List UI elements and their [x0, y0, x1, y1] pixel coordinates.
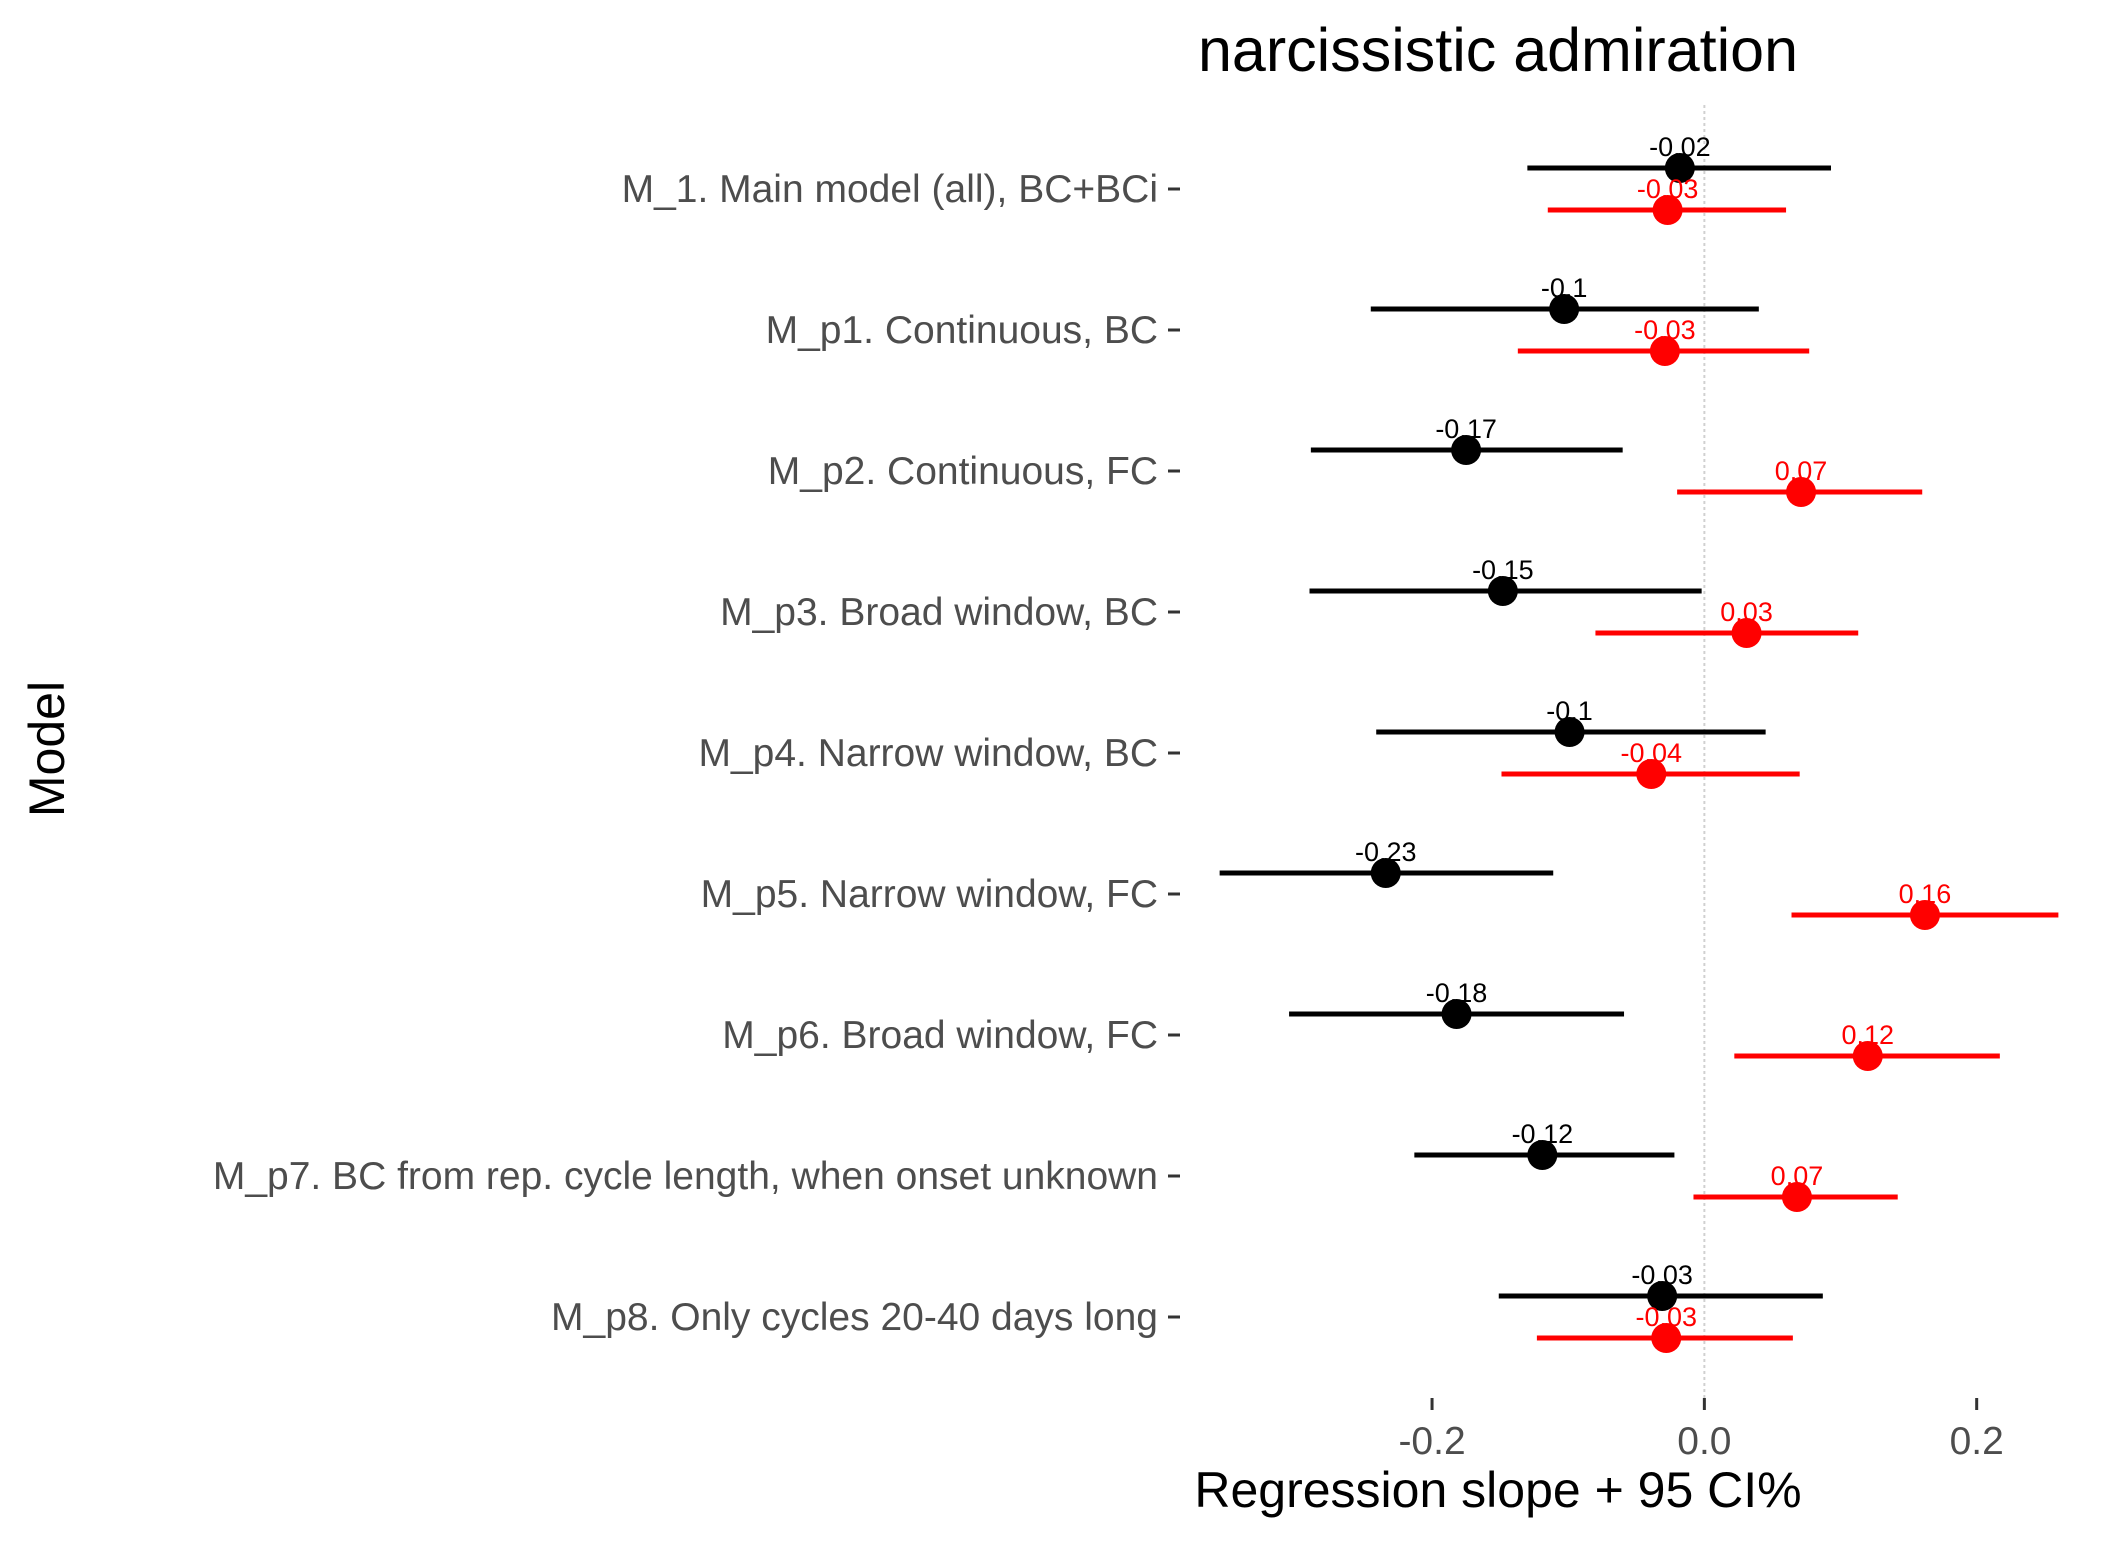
x-tick-label: 0.2: [1950, 1420, 2004, 1463]
x-tick-label: -0.2: [1398, 1420, 1465, 1463]
estimate-point: [1909, 900, 1940, 930]
estimate-label: -0.04: [1620, 738, 1682, 768]
x-tick-label: 0.0: [1677, 1420, 1731, 1463]
estimate-label: -0.17: [1435, 414, 1497, 444]
estimate-point: [1731, 618, 1762, 648]
y-tick-label: M_p1. Continuous, BC: [766, 309, 1158, 352]
estimate-label: -0.12: [1512, 1119, 1574, 1149]
estimate-label: -0.1: [1541, 273, 1588, 303]
estimate-point: [1647, 1281, 1678, 1311]
estimate-point: [1441, 999, 1472, 1029]
estimate-point: [1651, 1323, 1682, 1353]
estimate-label: 0.07: [1775, 456, 1828, 486]
category-axis: M_1. Main model (all), BC+BCi M_p1. Conti…: [213, 168, 1180, 1339]
estimate-point: [1370, 858, 1401, 888]
estimate-point: [1636, 759, 1667, 789]
estimate-point: [1852, 1041, 1883, 1071]
estimate-label: 0.16: [1899, 879, 1952, 909]
estimate-label: 0.07: [1771, 1161, 1824, 1191]
y-tick-label: M_p4. Narrow window, BC: [698, 732, 1158, 775]
estimate-label: 0.12: [1841, 1020, 1894, 1050]
estimate-point: [1527, 1140, 1558, 1170]
y-tick-label: M_p8. Only cycles 20-40 days long: [551, 1296, 1158, 1339]
x-axis: -0.2 0.0 0.2: [1398, 1398, 2004, 1463]
y-tick-label: M_1. Main model (all), BC+BCi: [622, 168, 1158, 211]
estimate-point: [1451, 435, 1482, 465]
point-label-layer: -0.02 -0.1 -0.17 -0.15 -0.1 -0.23 -0.18 -0.12 -0…: [1355, 132, 1951, 1332]
estimate-point: [1554, 717, 1585, 747]
estimate-point: [1786, 477, 1817, 507]
y-tick-label: M_p7. BC from rep. cycle length, when on…: [213, 1155, 1158, 1198]
chart-title: narcissistic admiration: [1198, 16, 1798, 84]
y-tick-label: M_p3. Broad window, BC: [720, 591, 1158, 634]
estimate-label: 0.03: [1720, 597, 1773, 627]
estimate-point: [1549, 294, 1580, 324]
estimate-label: -0.02: [1649, 132, 1711, 162]
y-tick-label: M_p6. Broad window, FC: [722, 1014, 1158, 1057]
estimate-point: [1664, 153, 1695, 183]
estimate-label: -0.1: [1546, 696, 1593, 726]
estimate-point: [1649, 336, 1680, 366]
y-tick-label: M_p2. Continuous, FC: [768, 450, 1158, 493]
y-tick-label: M_p5. Narrow window, FC: [701, 873, 1158, 916]
y-axis-title: Model: [19, 681, 75, 817]
estimate-point: [1487, 576, 1518, 606]
estimate-label: -0.23: [1355, 837, 1417, 867]
estimate-label: -0.15: [1472, 555, 1534, 585]
estimate-label: -0.18: [1426, 978, 1488, 1008]
estimate-label: -0.03: [1634, 315, 1696, 345]
estimate-point: [1652, 195, 1683, 225]
estimate-label: -0.03: [1631, 1260, 1693, 1290]
interval-layer: [1219, 153, 2059, 1353]
x-axis-title: Regression slope + 95 CI%: [1194, 1462, 1801, 1518]
estimate-label: -0.03: [1637, 174, 1699, 204]
estimate-label: -0.03: [1635, 1302, 1697, 1332]
estimate-point: [1781, 1182, 1812, 1212]
